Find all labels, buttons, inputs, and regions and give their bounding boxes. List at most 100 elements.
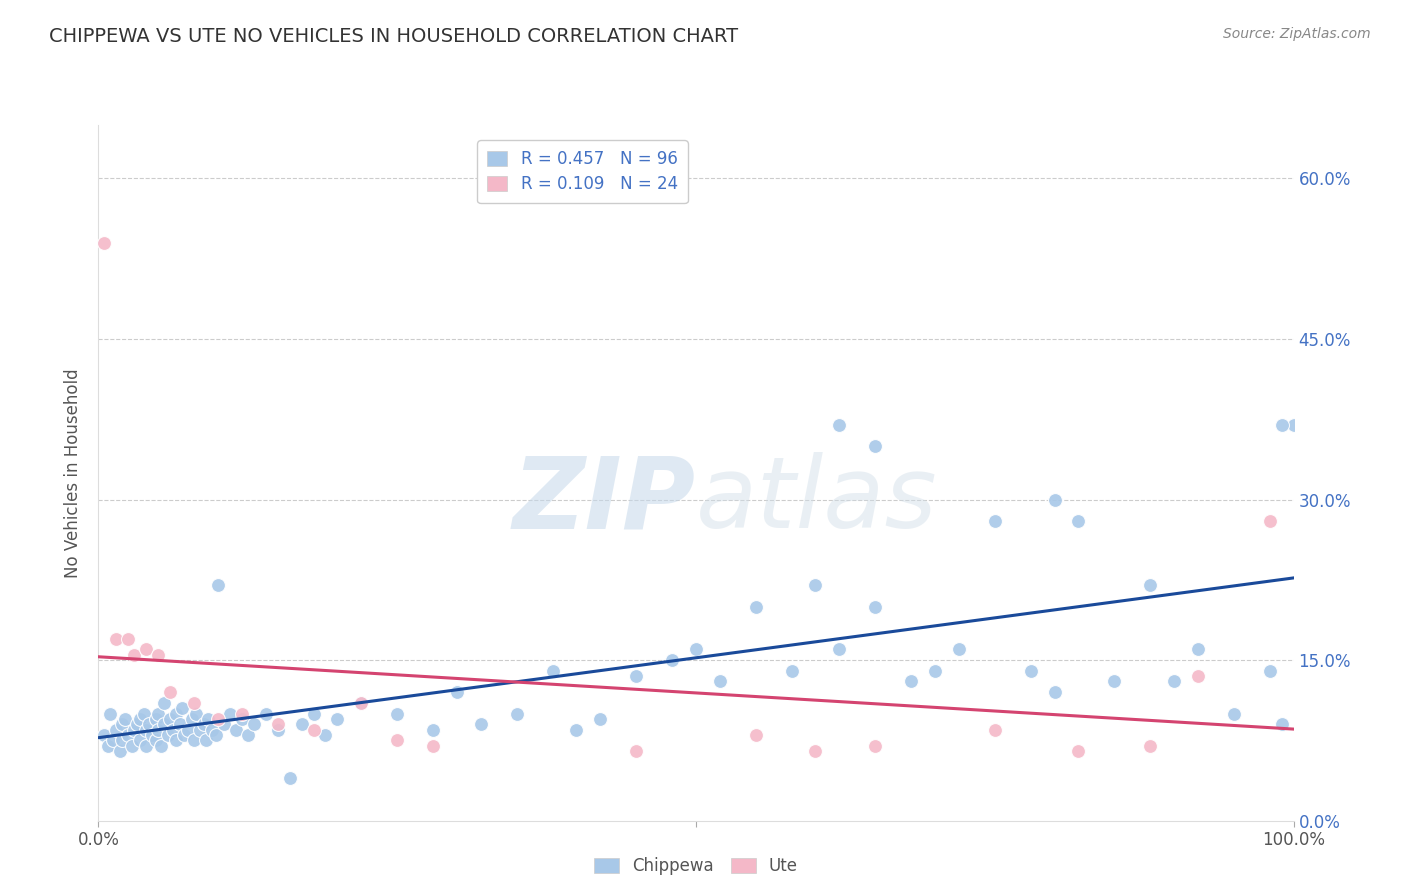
Point [1139, 578, 1161, 592]
Point [132, 706, 155, 721]
Point [177, 723, 200, 737]
Point [114, 712, 136, 726]
Point [470, 717, 492, 731]
Point [194, 733, 218, 747]
Point [231, 712, 253, 726]
Point [804, 578, 827, 592]
Point [149, 739, 172, 753]
Point [267, 717, 290, 731]
Point [117, 632, 139, 646]
Point [1187, 669, 1209, 683]
Point [422, 739, 444, 753]
Point [1258, 514, 1281, 528]
Point [207, 712, 229, 726]
Point [193, 717, 215, 731]
Point [302, 723, 325, 737]
Point [1043, 492, 1066, 507]
Point [900, 674, 922, 689]
Point [924, 664, 946, 678]
Point [135, 723, 157, 737]
Point [1102, 674, 1125, 689]
Point [201, 723, 224, 737]
Point [315, 728, 337, 742]
Point [302, 706, 325, 721]
Point [863, 599, 887, 614]
Point [1067, 744, 1090, 758]
Point [148, 723, 170, 737]
Point [183, 696, 205, 710]
Point [1163, 674, 1185, 689]
Point [422, 723, 444, 737]
Point [385, 706, 409, 721]
Point [129, 712, 152, 726]
Point [153, 717, 176, 731]
Point [219, 706, 242, 721]
Point [243, 717, 266, 731]
Point [105, 632, 128, 646]
Point [172, 701, 194, 715]
Point [148, 648, 170, 662]
Point [863, 439, 887, 453]
Point [745, 599, 768, 614]
Point [326, 712, 349, 726]
Point [156, 728, 179, 742]
Point [169, 717, 191, 731]
Point [267, 723, 290, 737]
Text: Source: ZipAtlas.com: Source: ZipAtlas.com [1223, 27, 1371, 41]
Point [180, 712, 202, 726]
Point [204, 728, 226, 742]
Point [661, 653, 683, 667]
Point [254, 706, 277, 721]
Point [98, 706, 122, 721]
Point [385, 733, 409, 747]
Point [1282, 417, 1305, 432]
Point [165, 733, 187, 747]
Point [153, 696, 176, 710]
Point [197, 712, 219, 726]
Point [1258, 664, 1281, 678]
Point [828, 417, 851, 432]
Point [138, 717, 160, 731]
Point [188, 723, 211, 737]
Point [446, 685, 468, 699]
Point [145, 712, 167, 726]
Point [1271, 417, 1294, 432]
Point [709, 674, 731, 689]
Point [863, 739, 887, 753]
Point [159, 712, 181, 726]
Y-axis label: No Vehicles in Household: No Vehicles in Household [65, 368, 83, 578]
Point [111, 717, 134, 731]
Point [626, 669, 648, 683]
Point [231, 706, 253, 721]
Point [173, 728, 195, 742]
Text: CHIPPEWA VS UTE NO VEHICLES IN HOUSEHOLD CORRELATION CHART: CHIPPEWA VS UTE NO VEHICLES IN HOUSEHOLD… [49, 27, 738, 45]
Point [129, 733, 152, 747]
Point [780, 664, 803, 678]
Point [93, 728, 115, 742]
Point [186, 706, 208, 721]
Point [626, 744, 648, 758]
Point [124, 648, 146, 662]
Point [212, 717, 235, 731]
Point [1019, 664, 1042, 678]
Point [541, 664, 564, 678]
Point [111, 733, 134, 747]
Point [804, 744, 827, 758]
Point [93, 235, 115, 250]
Point [1187, 642, 1209, 657]
Point [165, 706, 187, 721]
Point [1067, 514, 1090, 528]
Point [236, 728, 259, 742]
Point [135, 642, 157, 657]
Point [506, 706, 529, 721]
Point [97, 739, 120, 753]
Point [589, 712, 612, 726]
Point [141, 728, 163, 742]
Point [685, 642, 707, 657]
Point [1222, 706, 1246, 721]
Point [121, 739, 143, 753]
Point [148, 706, 170, 721]
Point [1043, 685, 1066, 699]
Point [207, 578, 229, 592]
Point [183, 733, 205, 747]
